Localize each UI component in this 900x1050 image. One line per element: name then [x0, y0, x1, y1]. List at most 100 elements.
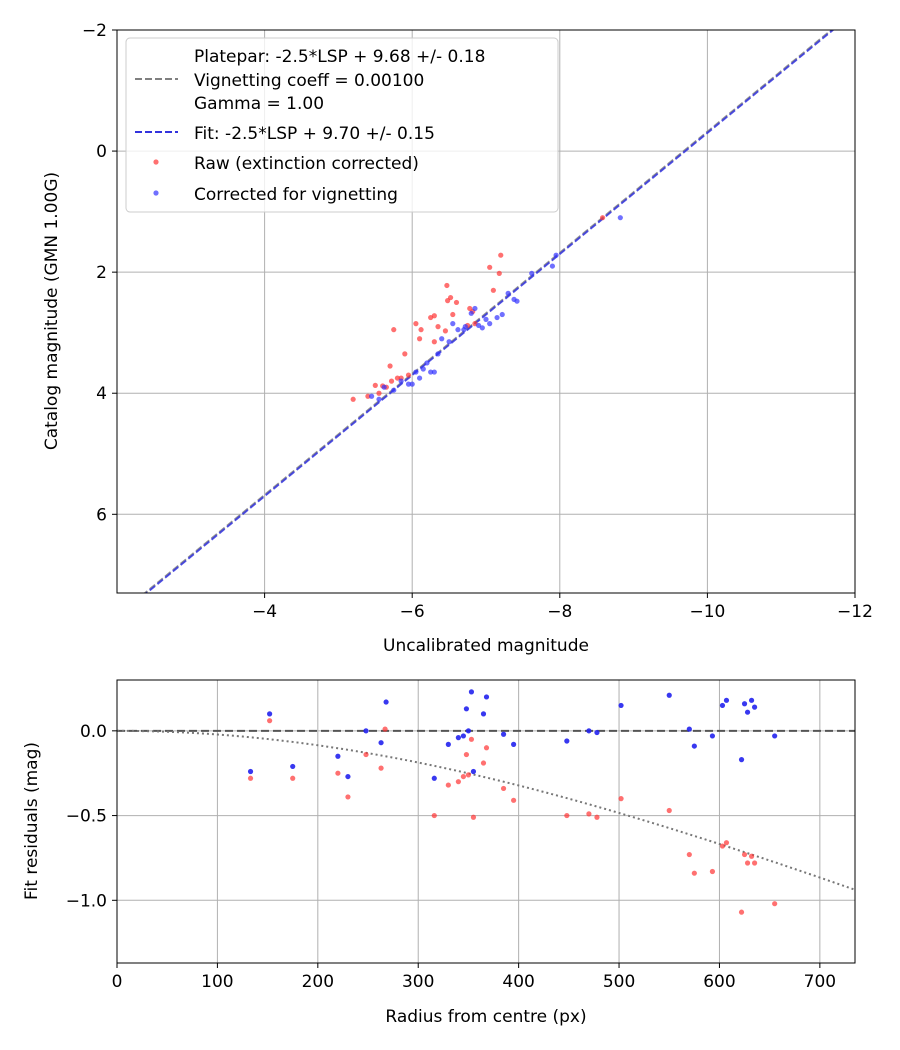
- corrected-residual-point: [709, 733, 716, 739]
- raw-residual-point: [480, 760, 487, 766]
- raw-residual-point: [744, 860, 751, 866]
- raw-point: [450, 311, 456, 318]
- legend-gamma-text: Gamma = 1.00: [194, 94, 324, 114]
- corrected-point: [409, 381, 415, 387]
- raw-point: [487, 264, 493, 270]
- raw-residual-point: [335, 770, 341, 776]
- corrected-point: [405, 381, 412, 387]
- corrected-residual-point: [363, 728, 369, 734]
- raw-residual-point: [363, 751, 369, 758]
- raw-residual-point: [719, 843, 726, 849]
- corrected-residual-point: [483, 694, 490, 700]
- corrected-point: [450, 321, 456, 327]
- corrected-point: [413, 369, 419, 375]
- raw-point: [453, 299, 460, 306]
- corrected-residual-point: [564, 738, 570, 744]
- legend-platepar-text: Platepar: -2.5*LSP + 9.68 +/- 0.18: [194, 47, 485, 67]
- corrected-point: [476, 322, 482, 329]
- corrected-residual-point: [772, 733, 778, 739]
- corrected-residual-point: [455, 735, 461, 741]
- legend-raw-text: Raw (extinction corrected): [194, 154, 419, 174]
- raw-residual-point: [460, 773, 467, 780]
- corrected-point: [439, 336, 445, 342]
- corrected-point: [553, 252, 559, 258]
- residuals-ticks: 0 100 200 300 400 500 600 700 0.0 −0.5 −1.0: [66, 722, 836, 992]
- residuals-y-tick-label: −0.5: [66, 807, 107, 827]
- corrected-residual-point: [345, 773, 351, 780]
- residuals-x-tick-label: 600: [703, 972, 735, 992]
- corrected-residual-point: [480, 711, 487, 717]
- corrected-point: [431, 369, 437, 375]
- corrected-residual-point: [335, 753, 341, 759]
- corrected-point: [549, 263, 556, 269]
- raw-residual-point: [290, 775, 296, 781]
- calibration-ticks: −4 −6 −8 −10 −12 −2 0 2 4 6: [82, 21, 873, 622]
- raw-point: [350, 396, 356, 402]
- corrected-point: [472, 305, 478, 312]
- corrected-residual-point: [247, 768, 254, 775]
- raw-residual-point: [500, 785, 507, 792]
- calibration-y-tick-label: 0: [96, 142, 107, 162]
- corrected-point: [455, 327, 461, 333]
- corrected-residual-point: [751, 704, 758, 710]
- raw-residual-point: [723, 840, 730, 846]
- raw-residual-point: [468, 736, 475, 742]
- calibration-x-tick-label: −4: [252, 602, 277, 622]
- legend-vignetting-text: Vignetting coeff = 0.00100: [194, 71, 424, 91]
- raw-point: [413, 321, 419, 327]
- raw-residual-point: [686, 851, 692, 858]
- raw-point: [372, 382, 378, 388]
- corrected-residual-point: [445, 741, 451, 747]
- raw-point: [447, 294, 454, 301]
- vignetting-curve: [117, 729, 855, 891]
- residuals-x-tick-label: 500: [603, 972, 635, 992]
- raw-point: [431, 313, 437, 319]
- calibration-x-tick-label: −10: [689, 602, 725, 622]
- raw-point: [442, 328, 449, 334]
- calibration-y-tick-label: 6: [96, 505, 107, 525]
- corrected-point: [505, 290, 511, 296]
- corrected-point: [529, 270, 535, 276]
- corrected-point: [435, 351, 441, 357]
- calibration-x-axis-label: Uncalibrated magnitude: [383, 636, 589, 656]
- raw-residual-point: [247, 775, 254, 781]
- corrected-residual-point: [378, 740, 384, 746]
- raw-residual-point: [594, 814, 600, 820]
- calibration-points: [350, 215, 623, 402]
- raw-residual-point: [738, 909, 745, 915]
- raw-residual-point: [511, 797, 517, 803]
- raw-point: [391, 327, 397, 333]
- corrected-point: [446, 339, 452, 345]
- calibration-y-axis-label: Catalog magnitude (GMN 1.00G): [42, 172, 62, 450]
- raw-residual-point: [463, 751, 470, 758]
- legend-corrected-text: Corrected for vignetting: [194, 185, 398, 205]
- corrected-point: [514, 298, 520, 304]
- raw-residual-point: [267, 718, 273, 724]
- corrected-residual-point: [465, 728, 472, 734]
- raw-point: [387, 363, 393, 369]
- corrected-residual-point: [431, 775, 437, 781]
- corrected-residual-point: [470, 768, 477, 775]
- fit-line: [144, 30, 835, 593]
- raw-point: [388, 378, 395, 384]
- residuals-points: [247, 689, 778, 915]
- corrected-residual-point: [744, 709, 751, 715]
- legend: Platepar: -2.5*LSP + 9.68 +/- 0.18 Vigne…: [125, 37, 559, 213]
- raw-point: [431, 339, 437, 345]
- corrected-point: [468, 310, 474, 316]
- legend-raw-marker: [153, 159, 159, 165]
- residuals-y-axis-label: Fit residuals (mag): [22, 742, 42, 900]
- raw-residual-point: [751, 860, 758, 866]
- legend-box: [125, 37, 559, 213]
- corrected-residual-point: [723, 697, 730, 703]
- calibration-x-tick-label: −12: [837, 602, 873, 622]
- residuals-plot-frame: [116, 679, 856, 964]
- corrected-residual-point: [748, 697, 755, 703]
- corrected-point: [398, 378, 404, 384]
- corrected-point: [416, 375, 423, 381]
- raw-point: [376, 390, 382, 396]
- calibration-y-tick-label: 2: [96, 263, 107, 283]
- raw-point: [416, 336, 423, 342]
- raw-residual-point: [345, 794, 351, 800]
